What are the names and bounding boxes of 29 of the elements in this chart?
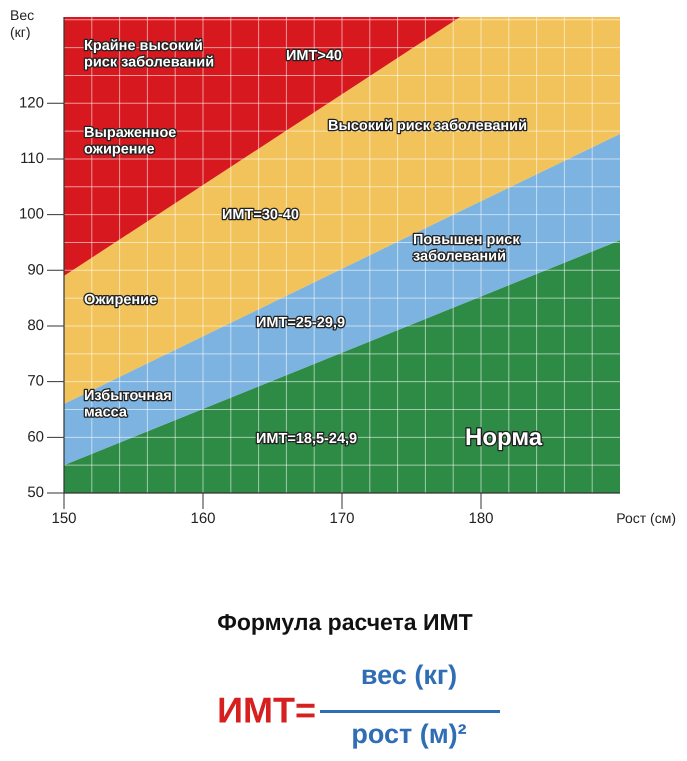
y-tick-label: 70 xyxy=(27,372,44,390)
annotation: Повышен риск заболеваний xyxy=(413,232,520,265)
annotation: Избыточная масса xyxy=(84,388,172,421)
annotation: Норма xyxy=(465,424,543,452)
annotation: ИМТ>40 xyxy=(286,48,342,64)
y-tick-label: 110 xyxy=(20,150,44,167)
y-tick-label: 100 xyxy=(18,206,44,223)
x-tick-label: 180 xyxy=(468,510,494,527)
x-tick-label: 170 xyxy=(329,510,355,527)
text: вес (кг) xyxy=(360,660,458,690)
annotation: ИМТ=25-29,9 xyxy=(256,314,346,331)
annotation: Высокий риск заболеваний xyxy=(328,118,527,134)
y-axis-title: Вес (кг) xyxy=(10,7,34,40)
text: ИМТ= xyxy=(217,690,316,731)
y-tick-label: 80 xyxy=(27,316,44,334)
y-tick-label: 60 xyxy=(27,428,44,446)
y-tick-label: 90 xyxy=(27,261,44,278)
y-tick-label: 120 xyxy=(18,94,44,112)
text: Формула расчета ИМТ xyxy=(217,609,473,635)
annotation: Ожирение xyxy=(84,292,158,308)
annotation: ИМТ=30-40 xyxy=(222,206,299,223)
annotation: Крайне высокий риск заболеваний xyxy=(84,38,214,71)
y-tick-label: 50 xyxy=(27,484,44,501)
text: рост (м)² xyxy=(351,719,467,749)
x-tick-label: 150 xyxy=(51,510,77,527)
annotation: Выраженное ожирение xyxy=(84,124,176,158)
annotation: ИМТ=18,5-24,9 xyxy=(256,430,358,447)
x-tick-label: 160 xyxy=(190,510,216,527)
x-axis-title: Рост (см) xyxy=(616,510,676,526)
